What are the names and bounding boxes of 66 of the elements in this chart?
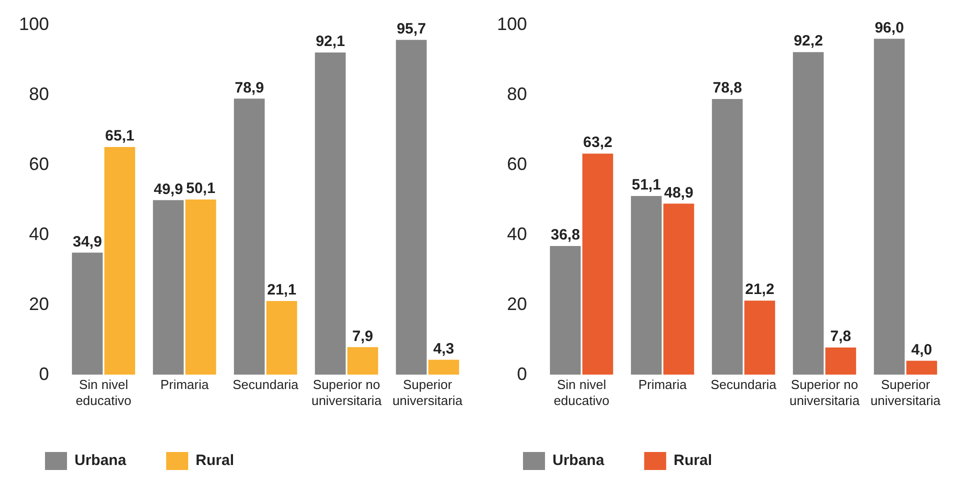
data-label: 21,2: [745, 281, 774, 298]
x-tick-label: Sin nivel educativo: [554, 377, 610, 408]
x-tick-label: Superior universitaria: [870, 377, 942, 408]
data-label: 7,8: [830, 328, 852, 346]
data-label: 4,0: [911, 341, 932, 358]
data-label: 92,2: [794, 32, 823, 50]
bar: [825, 348, 856, 375]
data-label: 65,1: [105, 128, 134, 145]
data-label: 63,2: [583, 134, 612, 152]
data-label: 78,9: [234, 79, 264, 96]
x-tick-label: Sin nivel educativo: [76, 377, 132, 408]
data-label: 96,0: [874, 19, 904, 36]
x-tick-label: Secundaria: [710, 377, 778, 392]
y-tick-label: 80: [507, 84, 528, 104]
y-tick-label: 20: [507, 294, 528, 314]
legend-label: Urbana: [74, 452, 127, 470]
y-tick-label: 80: [29, 84, 50, 104]
data-label: 7,9: [352, 328, 374, 345]
bar: [428, 360, 460, 375]
y-tick-label: 20: [29, 294, 50, 314]
y-tick-label: 0: [39, 364, 50, 384]
data-label: 36,8: [550, 226, 580, 244]
bar: [550, 246, 581, 375]
y-tick-label: 40: [29, 224, 50, 244]
x-tick-label: Superior no universitaria: [311, 377, 382, 408]
bar: [234, 98, 265, 375]
bar: [72, 252, 103, 375]
bar: [906, 360, 938, 375]
y-tick-label: 60: [507, 154, 528, 174]
bar: [630, 196, 662, 375]
legend-label: Urbana: [552, 452, 605, 470]
bar: [314, 52, 346, 375]
y-tick-label: 60: [29, 154, 50, 174]
bar: [744, 300, 776, 375]
bar: [582, 154, 614, 375]
y-tick-label: 100: [18, 14, 50, 34]
data-label: 78,8: [712, 80, 742, 97]
bar: [712, 99, 743, 375]
bar: [874, 38, 905, 375]
y-tick-label: 100: [496, 14, 528, 34]
data-label: 51,1: [632, 176, 661, 194]
data-label: 50,1: [186, 180, 216, 198]
bar: [396, 40, 427, 375]
x-tick-label: Primaria: [638, 377, 688, 392]
legend-label: Rural: [674, 452, 712, 470]
data-label: 21,1: [267, 282, 296, 299]
x-tick-label: Superior universitaria: [392, 377, 464, 408]
data-label: 92,1: [316, 33, 345, 50]
bar: [185, 199, 216, 375]
bar: [347, 347, 378, 375]
x-tick-label: Secundaria: [232, 377, 300, 392]
bar: [266, 300, 298, 375]
bar: [104, 146, 136, 375]
y-tick-label: 40: [507, 224, 528, 244]
data-label: 48,9: [664, 184, 694, 202]
data-label: 49,9: [154, 180, 183, 198]
bar: [792, 52, 824, 375]
bar: [152, 200, 184, 375]
data-label: 95,7: [396, 20, 426, 38]
bar: [663, 204, 694, 375]
legend-label: Rural: [196, 452, 234, 470]
x-tick-label: Primaria: [160, 377, 210, 392]
x-tick-label: Superior no universitaria: [789, 377, 860, 408]
data-label: 34,9: [72, 233, 102, 250]
data-label: 4,3: [433, 340, 454, 358]
y-tick-label: 0: [517, 364, 528, 384]
